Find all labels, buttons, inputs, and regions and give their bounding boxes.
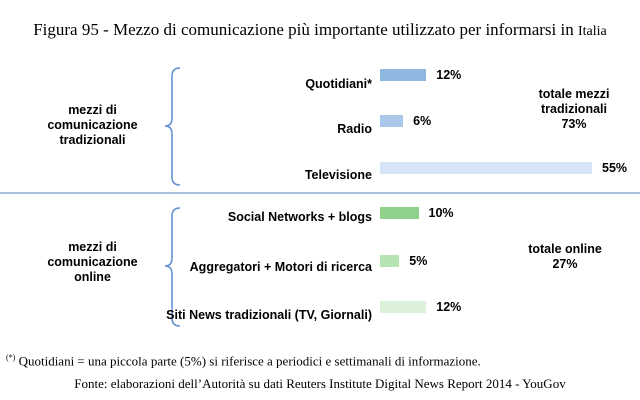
category-label: Quotidiani* [305, 77, 372, 91]
bar [380, 162, 592, 174]
chart-title: Figura 95 - Mezzo di comunicazione più i… [33, 20, 607, 39]
category-label: Televisione [304, 168, 372, 182]
category-label: Social Networks + blogs [227, 210, 372, 224]
category-label: Siti News tradizionali (TV, Giornali) [166, 308, 372, 322]
bracket-online [164, 207, 181, 327]
total-online: totale online 27% [528, 242, 602, 271]
category-label: Aggregatori + Motori di ricerca [189, 260, 372, 274]
bar [380, 115, 404, 127]
bracket-traditional [164, 67, 181, 186]
group-label-traditional: mezzi di comunicazione tradizionali [47, 103, 138, 147]
value-label: 5% [409, 254, 428, 268]
total-traditional: totale mezzi tradizionali 73% [538, 87, 610, 131]
bar [380, 255, 400, 267]
bar [380, 69, 427, 81]
value-label: 6% [413, 114, 432, 128]
bar [380, 207, 419, 219]
footnote: (*) Quotidiani = una piccola parte (5%) … [6, 353, 481, 369]
value-label: 10% [428, 206, 454, 220]
value-label: 12% [436, 68, 462, 82]
bar [380, 301, 427, 313]
value-label: 12% [436, 300, 462, 314]
category-label: Radio [337, 122, 372, 136]
group-label-online: mezzi di comunicazione online [47, 240, 138, 284]
source-note: Fonte: elaborazioni dell’Autorità su dat… [74, 376, 566, 391]
value-label: 55% [602, 161, 628, 175]
